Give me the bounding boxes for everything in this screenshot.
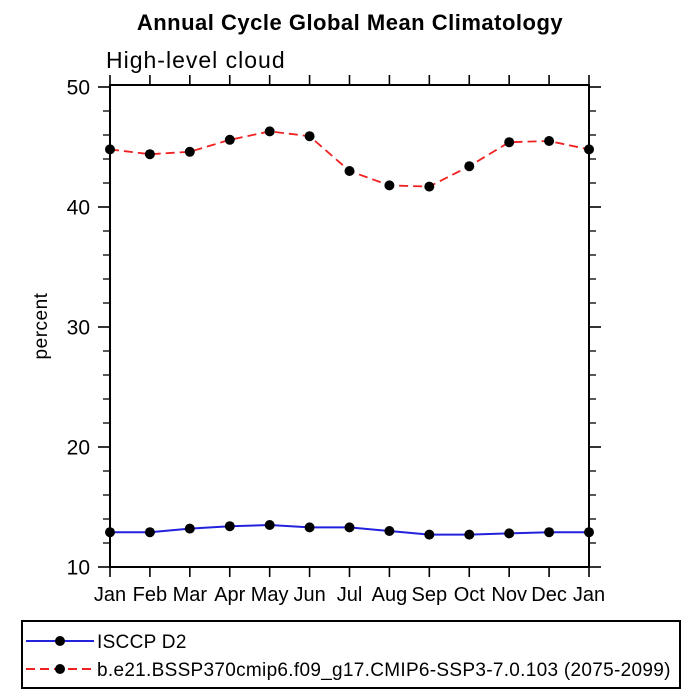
series-line-1 [109, 130, 590, 188]
data-point-marker [504, 528, 515, 539]
y-axis-tick-label: 40 [67, 197, 90, 220]
chart-subtitle: High-level cloud [106, 47, 286, 73]
data-point-marker [384, 526, 395, 536]
data-point-marker [264, 520, 275, 530]
x-axis-tick-label: Mar [173, 584, 208, 606]
x-axis-tick-label: Jul [337, 584, 363, 606]
x-axis-tick-label: Jan [573, 584, 605, 606]
legend-marker-isccp [55, 636, 65, 646]
y-axis-tick-label: 20 [67, 437, 90, 460]
legend-marker-model [55, 664, 65, 674]
data-point-marker [144, 149, 155, 160]
x-axis-tick-label: Jun [293, 584, 325, 606]
chart-title: Annual Cycle Global Mean Climatology [137, 10, 564, 35]
data-point-marker [264, 126, 275, 137]
x-axis-tick-label: Oct [454, 584, 486, 606]
data-point-marker [464, 529, 475, 540]
data-point-marker [584, 527, 594, 538]
x-axis-tick-label: Feb [133, 584, 167, 606]
x-axis-tick-label: Jan [94, 584, 126, 606]
data-point-marker [224, 134, 235, 145]
x-axis-tick-label: Aug [372, 584, 408, 606]
data-point-marker [184, 523, 195, 534]
legend-box [21, 620, 681, 689]
data-point-marker [344, 522, 355, 533]
data-point-marker [424, 529, 435, 540]
data-point-marker [224, 521, 235, 532]
axis-ticks: Jan Feb Mar Apr May Jun Jul Aug Sep Oct Nov Dec Jan1… [67, 75, 605, 606]
y-axis-tick-label: 30 [67, 317, 90, 340]
data-point-marker [304, 522, 315, 533]
data-point-marker [384, 180, 395, 191]
data-point-marker [504, 137, 515, 148]
x-axis-tick-label: May [251, 584, 289, 606]
data-point-marker [424, 181, 435, 192]
y-axis-tick-label: 50 [67, 77, 90, 100]
data-point-marker [105, 144, 115, 155]
x-axis-tick-label: Nov [491, 584, 527, 606]
plot-frame [109, 84, 590, 568]
data-point-marker [544, 136, 555, 146]
data-point-marker [304, 131, 315, 142]
data-point-marker [584, 144, 594, 155]
legend-label-model: b.e21.BSSP370cmip6.f09_g17.CMIP6-SSP3-7.… [97, 660, 671, 681]
data-point-marker [184, 146, 195, 157]
data-point-marker [464, 161, 475, 172]
data-point-marker [544, 527, 555, 538]
series-lines [109, 130, 590, 536]
x-axis-tick-label: Dec [531, 584, 567, 606]
y-axis-label-group: percent [31, 292, 52, 359]
y-axis-tick-label: 10 [67, 557, 90, 580]
legend-label-isccp: ISCCP D2 [97, 632, 187, 653]
x-axis-tick-label: Sep [412, 584, 448, 606]
data-point-marker [144, 527, 155, 538]
data-point-markers [105, 126, 594, 540]
x-axis-tick-label: Apr [214, 584, 245, 606]
y-axis-label: percent [31, 292, 52, 359]
legend: ISCCP D2 b.e21.BSSP370cmip6.f09_g17.CMIP… [21, 620, 681, 689]
data-point-marker [105, 527, 115, 538]
data-point-marker [344, 166, 355, 176]
